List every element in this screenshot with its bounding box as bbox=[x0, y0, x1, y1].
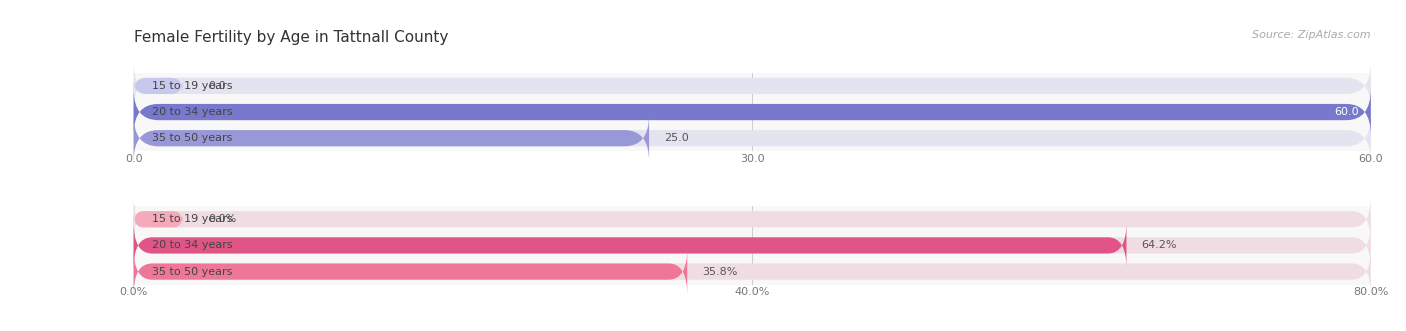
FancyBboxPatch shape bbox=[134, 222, 1371, 269]
Text: 60.0: 60.0 bbox=[1334, 107, 1358, 117]
Text: 35.8%: 35.8% bbox=[702, 266, 738, 277]
Text: Source: ZipAtlas.com: Source: ZipAtlas.com bbox=[1253, 30, 1371, 40]
FancyBboxPatch shape bbox=[134, 63, 1371, 109]
FancyBboxPatch shape bbox=[134, 115, 650, 162]
FancyBboxPatch shape bbox=[134, 248, 688, 295]
Text: 35 to 50 years: 35 to 50 years bbox=[152, 133, 232, 143]
FancyBboxPatch shape bbox=[134, 89, 1371, 135]
Text: 20 to 34 years: 20 to 34 years bbox=[152, 240, 233, 251]
Text: 20 to 34 years: 20 to 34 years bbox=[152, 107, 233, 117]
FancyBboxPatch shape bbox=[134, 115, 1371, 162]
Text: 15 to 19 years: 15 to 19 years bbox=[152, 214, 232, 224]
FancyBboxPatch shape bbox=[134, 89, 1371, 135]
Text: Female Fertility by Age in Tattnall County: Female Fertility by Age in Tattnall Coun… bbox=[134, 30, 449, 45]
Text: 0.0%: 0.0% bbox=[208, 214, 236, 224]
FancyBboxPatch shape bbox=[134, 222, 1126, 269]
Text: 35 to 50 years: 35 to 50 years bbox=[152, 266, 232, 277]
FancyBboxPatch shape bbox=[134, 196, 1371, 243]
Text: 25.0: 25.0 bbox=[664, 133, 689, 143]
Text: 0.0: 0.0 bbox=[208, 81, 225, 91]
Text: 64.2%: 64.2% bbox=[1142, 240, 1177, 251]
FancyBboxPatch shape bbox=[134, 78, 183, 94]
FancyBboxPatch shape bbox=[134, 211, 183, 227]
FancyBboxPatch shape bbox=[134, 248, 1371, 295]
Text: 15 to 19 years: 15 to 19 years bbox=[152, 81, 232, 91]
